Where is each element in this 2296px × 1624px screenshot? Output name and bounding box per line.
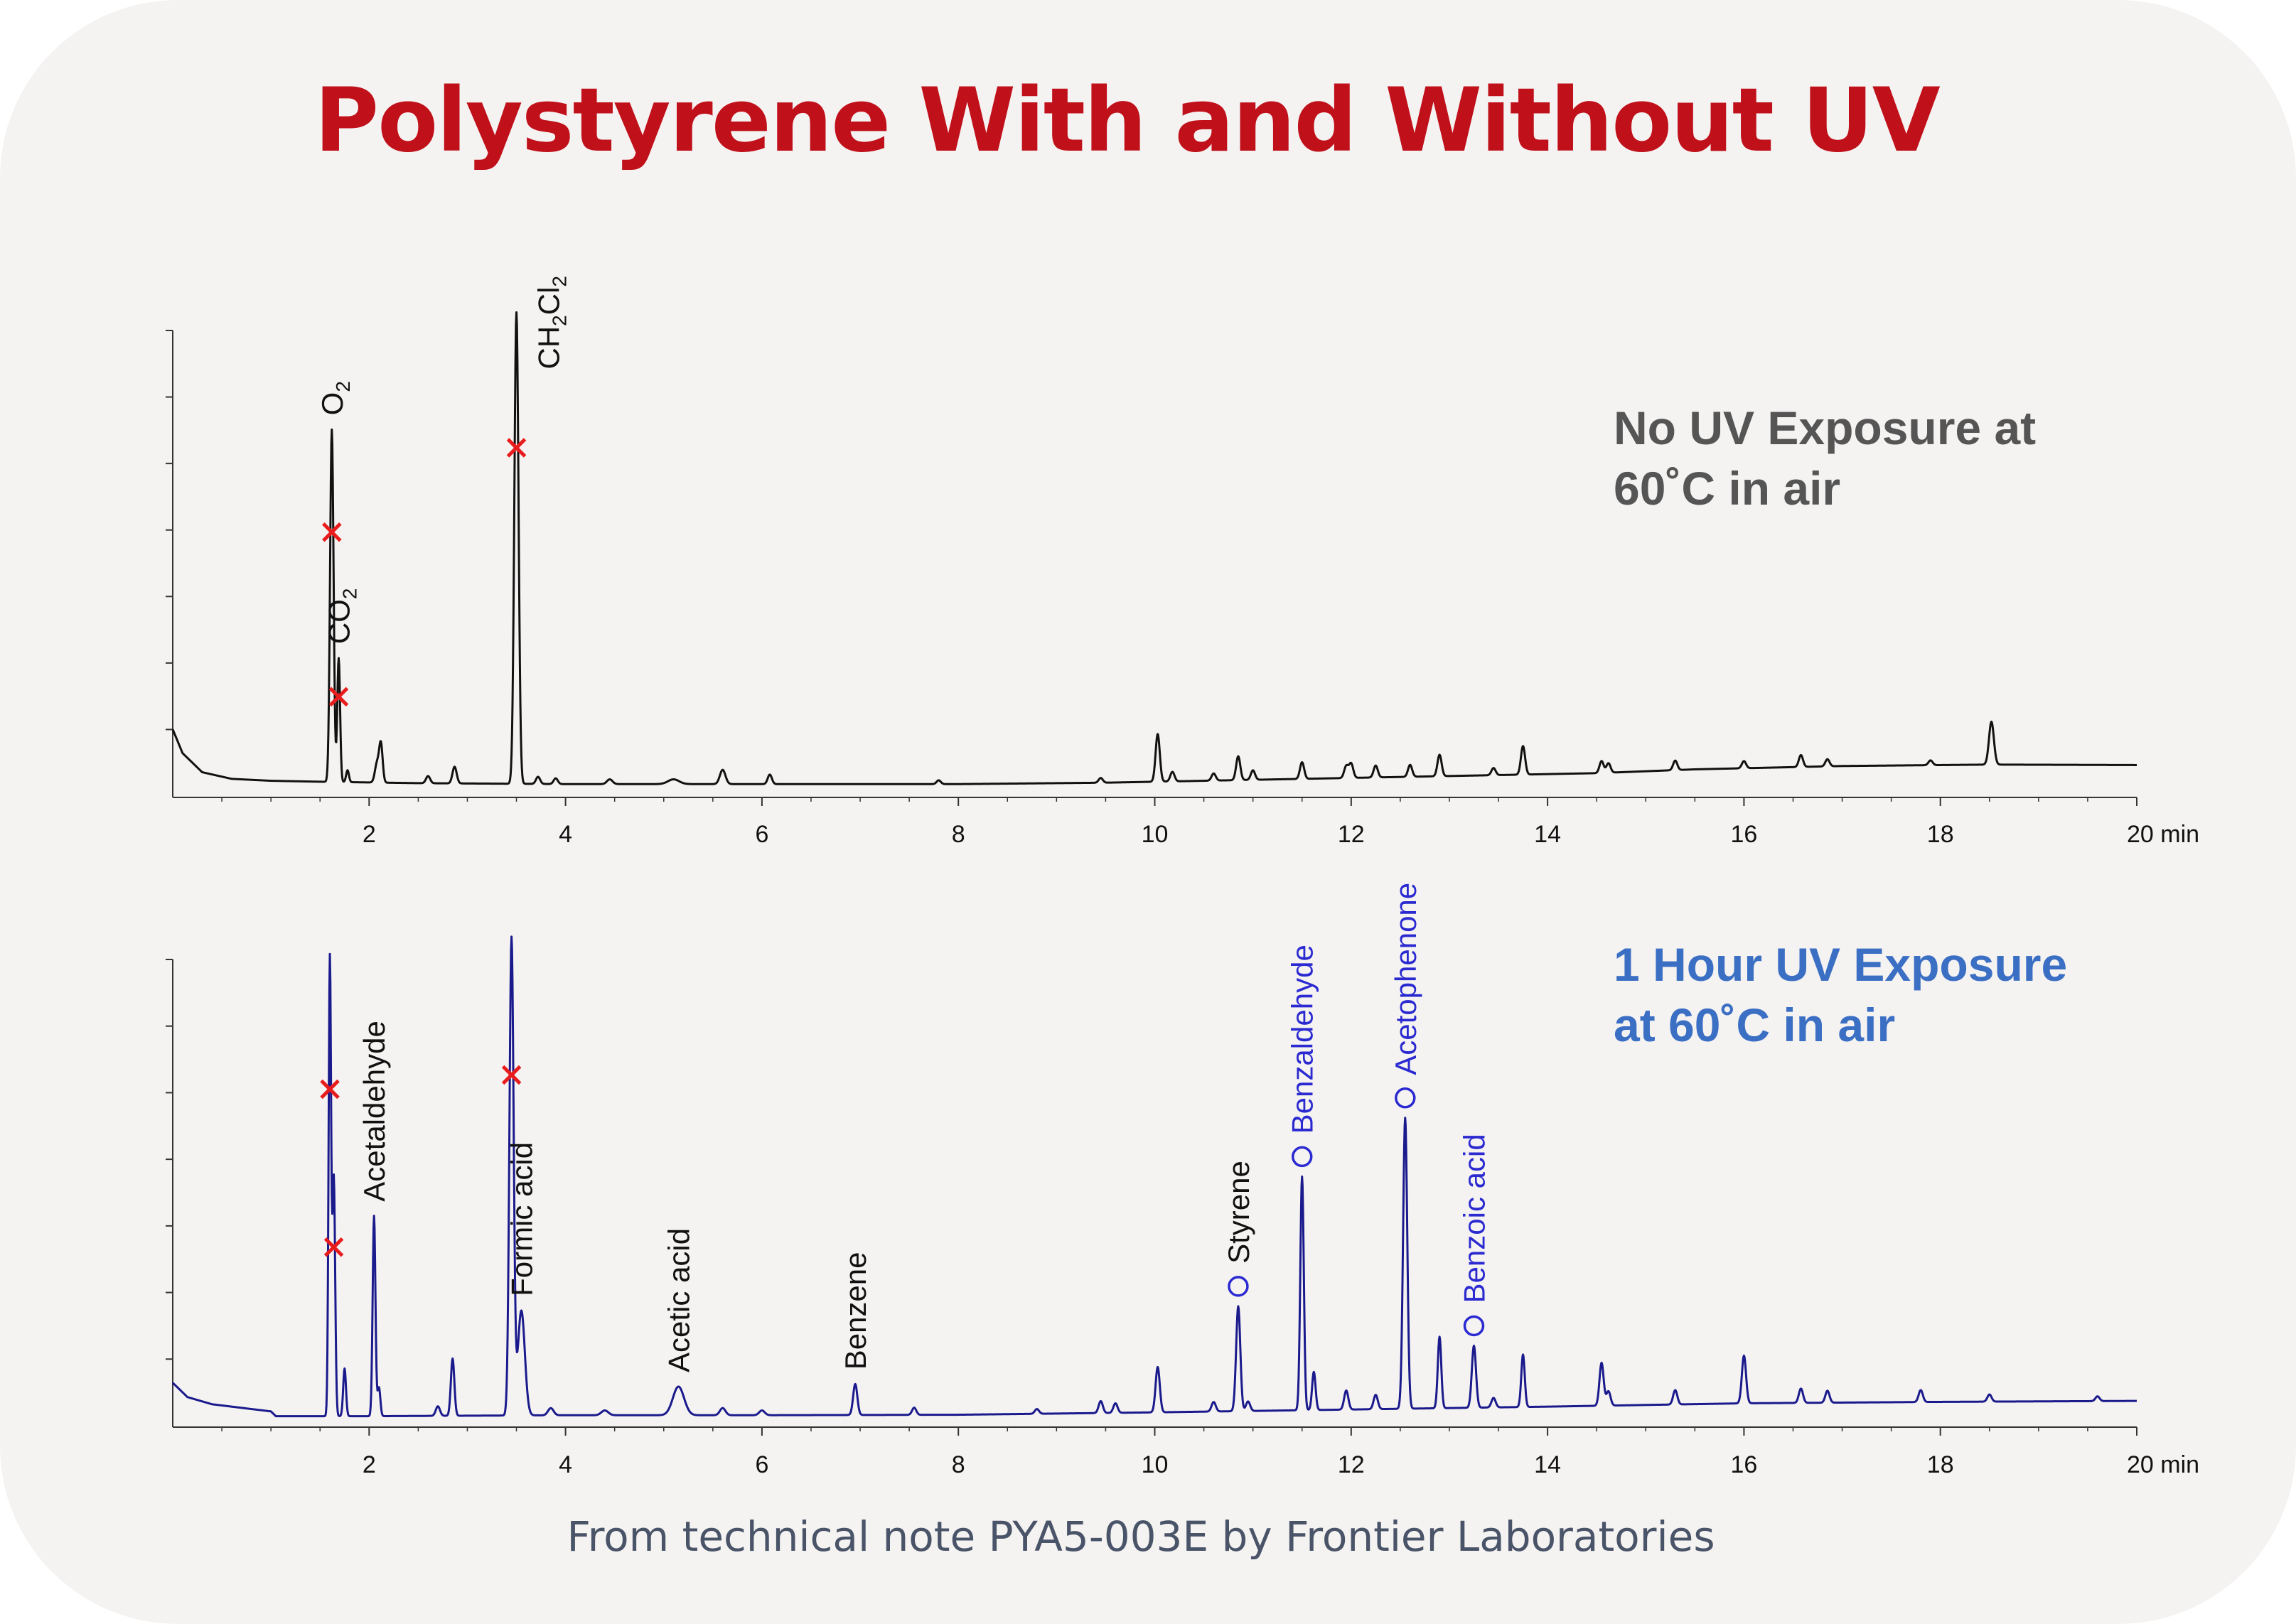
peak-label-text: CO [322,599,355,644]
peak-label-text: O [316,392,349,416]
x-marker-stroke [506,438,527,458]
x-marker [501,1065,522,1085]
x-tick-label: 16 [1730,821,1757,848]
x-tick-label: 10 [1142,1451,1169,1478]
x-marker-stroke [323,1237,344,1257]
x-marker [328,687,349,707]
x-marker-stroke [328,687,349,707]
peak-label-text: Cl [532,287,566,316]
x-tick-label: 10 [1142,821,1169,848]
o-marker [1228,1276,1249,1297]
x-marker [506,438,527,458]
x-marker [323,1237,344,1257]
peak-label-text: Benzene [839,1252,872,1370]
x-tick-label: 4 [559,821,572,848]
x-tick-label: 2 [363,821,376,848]
o-marker [1291,1146,1313,1168]
peak-label-text: Acetic acid [662,1228,695,1372]
peak-label-text: Acetophenone [1389,883,1422,1075]
peak-label: Benzaldehyde [1286,945,1319,1134]
peak-label: O2 [316,381,354,415]
peak-label: Formic acid [505,1142,538,1296]
x-tick-label: 20 min [2127,1451,2199,1478]
o-marker [1395,1087,1416,1109]
o-marker [1463,1315,1485,1337]
peak-label-text: Benzaldehyde [1286,945,1319,1134]
source-footer: From technical note PYA5-003E by Frontie… [567,1512,1715,1561]
panel-note-line: 1 Hour UV Exposure [1614,938,2067,991]
panel-note-line: 60˚C in air [1614,462,1840,515]
peak-label-text: CH [532,326,566,370]
peak-label: Styrene [1222,1161,1255,1264]
x-tick-label: 12 [1338,821,1365,848]
x-tick-label: 14 [1534,1451,1561,1478]
x-tick-label: 16 [1730,1451,1757,1478]
peak-label: CO2 [322,588,360,645]
x-tick-label: 18 [1927,1451,1954,1478]
trace-no-uv [171,311,2137,785]
x-tick-label: 8 [952,1451,965,1478]
peak-label: Acetaldehyde [358,1021,391,1202]
peak-label-text: Formic acid [505,1142,538,1296]
x-marker-stroke [501,1065,522,1085]
x-marker [322,522,342,542]
peak-label: Acetic acid [662,1228,695,1372]
x-tick-label: 6 [755,1451,768,1478]
peak-label: Benzoic acid [1457,1134,1491,1303]
peak-label-text: Acetaldehyde [358,1021,391,1202]
peak-label-text: Benzoic acid [1457,1134,1491,1303]
x-tick-label: 8 [952,821,965,848]
peak-label: Acetophenone [1389,883,1422,1075]
x-tick-label: 6 [755,821,768,848]
panel-note-line: No UV Exposure at [1614,402,2036,454]
x-tick-label: 12 [1338,1451,1365,1478]
x-tick-label: 2 [363,1451,376,1478]
trace-uv-1h [171,935,2137,1418]
peak-label-sub: 2 [549,315,571,326]
peak-label-sub: 2 [332,381,354,392]
chart-panel-uv-1h: 2 4 6 8 10 12 14 16 18 20 min Acetaldehyde Formic a… [166,883,2199,1478]
x-tick-label: 14 [1534,821,1561,848]
peak-label-text: Styrene [1222,1161,1255,1264]
x-marker [320,1079,340,1099]
x-tick-label: 20 min [2127,821,2199,848]
peak-label-sub: 2 [549,276,571,287]
x-marker-stroke [320,1079,340,1099]
peak-label-sub: 2 [338,588,360,600]
page-title: Polystyrene With and Without UV [314,70,1940,172]
peak-label: CH2Cl2 [532,276,571,370]
x-tick-label: 4 [559,1451,572,1478]
panel-note-line: at 60˚C in air [1614,999,1895,1051]
x-marker-stroke [322,522,342,542]
x-tick-label: 18 [1927,821,1954,848]
peak-label: Benzene [839,1252,872,1370]
